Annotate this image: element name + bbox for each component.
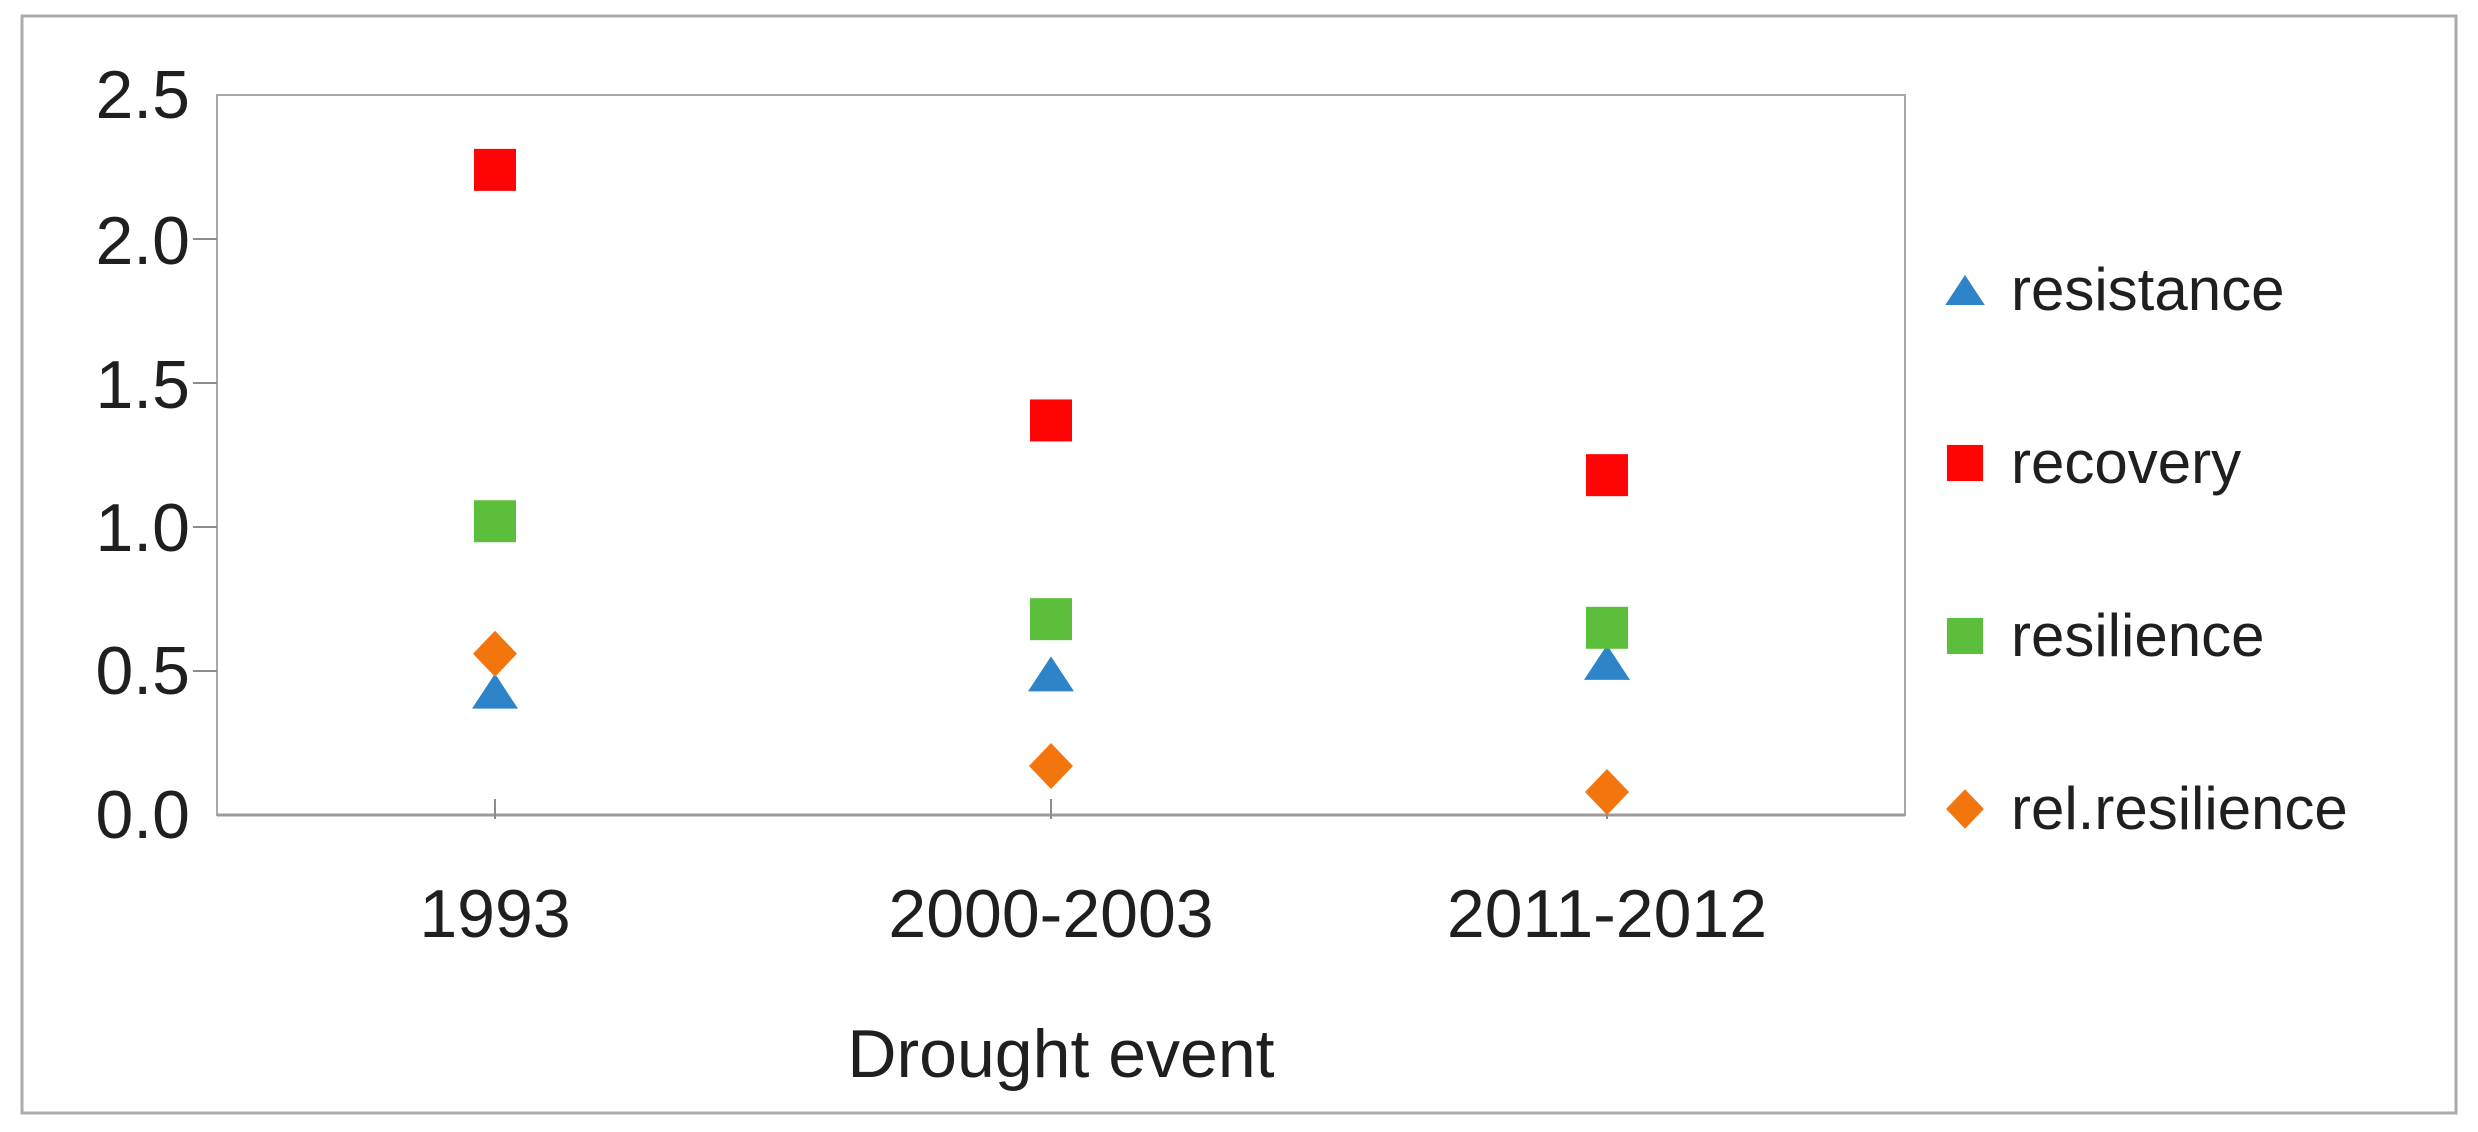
x-tick-label-1993: 1993 <box>419 876 571 952</box>
marker-rel.resilience-2011-2012 <box>1585 768 1629 815</box>
x-tick-label-2011-2012: 2011-2012 <box>1446 876 1768 952</box>
y-tick-label-0_0: 0.0 <box>95 777 190 853</box>
marker-resistance-2011-2012 <box>1584 644 1630 680</box>
y-tick-label-1_5: 1.5 <box>95 347 190 423</box>
chart-outer-border <box>20 14 2458 1115</box>
y-tick-label-0_5: 0.5 <box>95 633 190 709</box>
rel-resilience-diamond-icon <box>1946 789 1984 829</box>
triangle-glyph <box>1945 274 1985 306</box>
marker-rel.resilience-1993 <box>473 630 517 677</box>
marker-resilience-2011-2012 <box>1586 606 1628 649</box>
marker-recovery-1993 <box>474 148 516 191</box>
diamond-glyph <box>1946 789 1984 829</box>
y-tick-label-1_0: 1.0 <box>95 490 190 566</box>
marker-resilience-2000-2003 <box>1030 598 1072 641</box>
legend-label: rel.resilience <box>2011 775 2348 842</box>
recovery-square-icon <box>1946 444 1984 482</box>
legend-item-rel-resilience: rel.resilience <box>1937 769 2348 849</box>
square-glyph <box>1946 444 1984 482</box>
x-axis-title: Drought event <box>847 1016 1275 1092</box>
y-tick-label-2_0: 2.0 <box>95 203 190 279</box>
legend-item-recovery: recovery <box>1937 423 2241 503</box>
marker-resilience-1993 <box>474 500 516 543</box>
marker-recovery-2011-2012 <box>1586 454 1628 497</box>
legend-label: recovery <box>2011 429 2242 496</box>
x-tick-label-2000-2003: 2000-2003 <box>888 876 1214 952</box>
legend-item-resilience: resilience <box>1937 596 2264 676</box>
legend-item-resistance: resistance <box>1937 250 2284 330</box>
resilience-square-icon <box>1946 617 1984 655</box>
marker-recovery-2000-2003 <box>1030 399 1072 442</box>
marker-rel.resilience-2000-2003 <box>1029 743 1073 790</box>
legend-label: resilience <box>2011 602 2265 669</box>
square-glyph <box>1946 617 1984 655</box>
plot-markers <box>472 148 1630 815</box>
marker-resistance-1993 <box>472 673 518 709</box>
marker-resistance-2000-2003 <box>1028 656 1074 692</box>
y-tick-label-2_5: 2.5 <box>95 57 190 133</box>
legend-label: resistance <box>2011 256 2285 323</box>
resistance-triangle-icon <box>1945 274 1985 306</box>
